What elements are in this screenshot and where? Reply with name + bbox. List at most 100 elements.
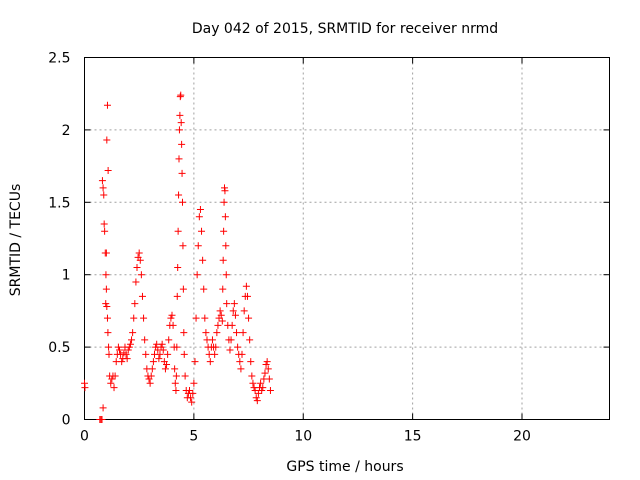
data-point bbox=[172, 372, 180, 380]
data-point bbox=[116, 346, 123, 354]
data-point bbox=[177, 119, 185, 127]
x-tick-label: 5 bbox=[189, 429, 198, 445]
data-point bbox=[146, 379, 154, 387]
data-point bbox=[217, 311, 225, 319]
plot-frame bbox=[84, 57, 610, 420]
data-point bbox=[158, 340, 166, 348]
data-point bbox=[135, 249, 143, 257]
data-point bbox=[149, 358, 157, 366]
x-axis-label: GPS time / hours bbox=[286, 459, 403, 475]
data-point bbox=[186, 387, 193, 395]
data-point bbox=[169, 321, 177, 329]
data-point bbox=[199, 256, 207, 264]
x-tick-label: 10 bbox=[294, 429, 312, 445]
data-point bbox=[171, 379, 179, 387]
data-point bbox=[107, 379, 115, 387]
data-point bbox=[141, 336, 149, 344]
data-point bbox=[180, 350, 188, 358]
data-point bbox=[142, 350, 150, 358]
data-point bbox=[111, 372, 119, 380]
data-point bbox=[245, 314, 253, 322]
data-point bbox=[133, 263, 141, 271]
data-point bbox=[179, 242, 187, 250]
data-point bbox=[191, 358, 199, 366]
data-point bbox=[240, 307, 248, 315]
data-point bbox=[223, 300, 231, 308]
data-point bbox=[129, 329, 137, 337]
data-point bbox=[174, 263, 182, 271]
data-point bbox=[103, 136, 111, 144]
x-tick-label: 0 bbox=[80, 429, 89, 445]
data-point bbox=[234, 343, 242, 351]
data-point bbox=[132, 278, 140, 286]
data-point bbox=[249, 379, 257, 387]
data-point bbox=[105, 343, 113, 351]
data-point bbox=[190, 379, 198, 387]
data-point bbox=[265, 375, 273, 383]
data-point bbox=[261, 369, 269, 377]
data-point bbox=[178, 140, 186, 148]
data-point bbox=[262, 360, 270, 368]
data-point bbox=[168, 311, 176, 319]
data-point bbox=[202, 329, 210, 337]
data-point bbox=[167, 314, 175, 322]
data-points bbox=[81, 91, 274, 423]
data-point bbox=[198, 227, 206, 235]
data-point bbox=[176, 111, 184, 119]
data-point bbox=[206, 358, 214, 366]
data-point bbox=[103, 303, 111, 311]
data-point bbox=[105, 350, 113, 358]
data-point bbox=[242, 282, 250, 290]
data-point bbox=[177, 91, 185, 99]
data-point bbox=[172, 387, 180, 395]
data-point bbox=[179, 198, 186, 206]
data-point bbox=[194, 242, 202, 250]
data-point bbox=[226, 346, 234, 354]
data-point bbox=[212, 343, 220, 351]
data-point bbox=[164, 350, 172, 358]
data-point bbox=[103, 101, 111, 109]
data-point bbox=[175, 155, 183, 163]
data-point bbox=[118, 358, 126, 366]
data-point bbox=[266, 387, 274, 395]
data-point bbox=[102, 271, 110, 279]
data-point bbox=[114, 343, 122, 351]
data-point bbox=[219, 285, 227, 293]
data-point bbox=[213, 329, 221, 337]
data-point bbox=[103, 314, 111, 322]
data-point bbox=[264, 365, 272, 373]
data-point bbox=[159, 346, 167, 354]
data-point bbox=[174, 227, 182, 235]
data-point bbox=[124, 346, 132, 354]
data-point bbox=[104, 329, 112, 337]
data-point bbox=[253, 397, 261, 405]
data-point bbox=[173, 343, 181, 351]
data-point bbox=[98, 177, 106, 185]
y-tick-label: 0 bbox=[62, 413, 71, 429]
data-point bbox=[227, 336, 235, 344]
data-point bbox=[218, 317, 226, 325]
data-point bbox=[251, 387, 259, 395]
data-point bbox=[99, 184, 107, 192]
data-point bbox=[263, 358, 271, 366]
data-point bbox=[231, 311, 239, 319]
data-point bbox=[196, 206, 204, 214]
data-point bbox=[100, 191, 108, 199]
data-point bbox=[110, 384, 118, 392]
data-point bbox=[102, 285, 110, 293]
data-point bbox=[230, 300, 238, 308]
data-point bbox=[236, 358, 244, 366]
data-point bbox=[222, 242, 230, 250]
data-point bbox=[239, 329, 247, 337]
data-point bbox=[99, 404, 107, 412]
data-point bbox=[126, 340, 134, 348]
data-point bbox=[128, 336, 136, 344]
data-point bbox=[259, 384, 267, 392]
data-point bbox=[131, 300, 139, 308]
data-point bbox=[258, 387, 266, 395]
data-point bbox=[178, 169, 186, 177]
data-point bbox=[257, 379, 265, 387]
data-point bbox=[147, 372, 155, 380]
data-point bbox=[161, 365, 169, 373]
data-point bbox=[156, 350, 164, 358]
